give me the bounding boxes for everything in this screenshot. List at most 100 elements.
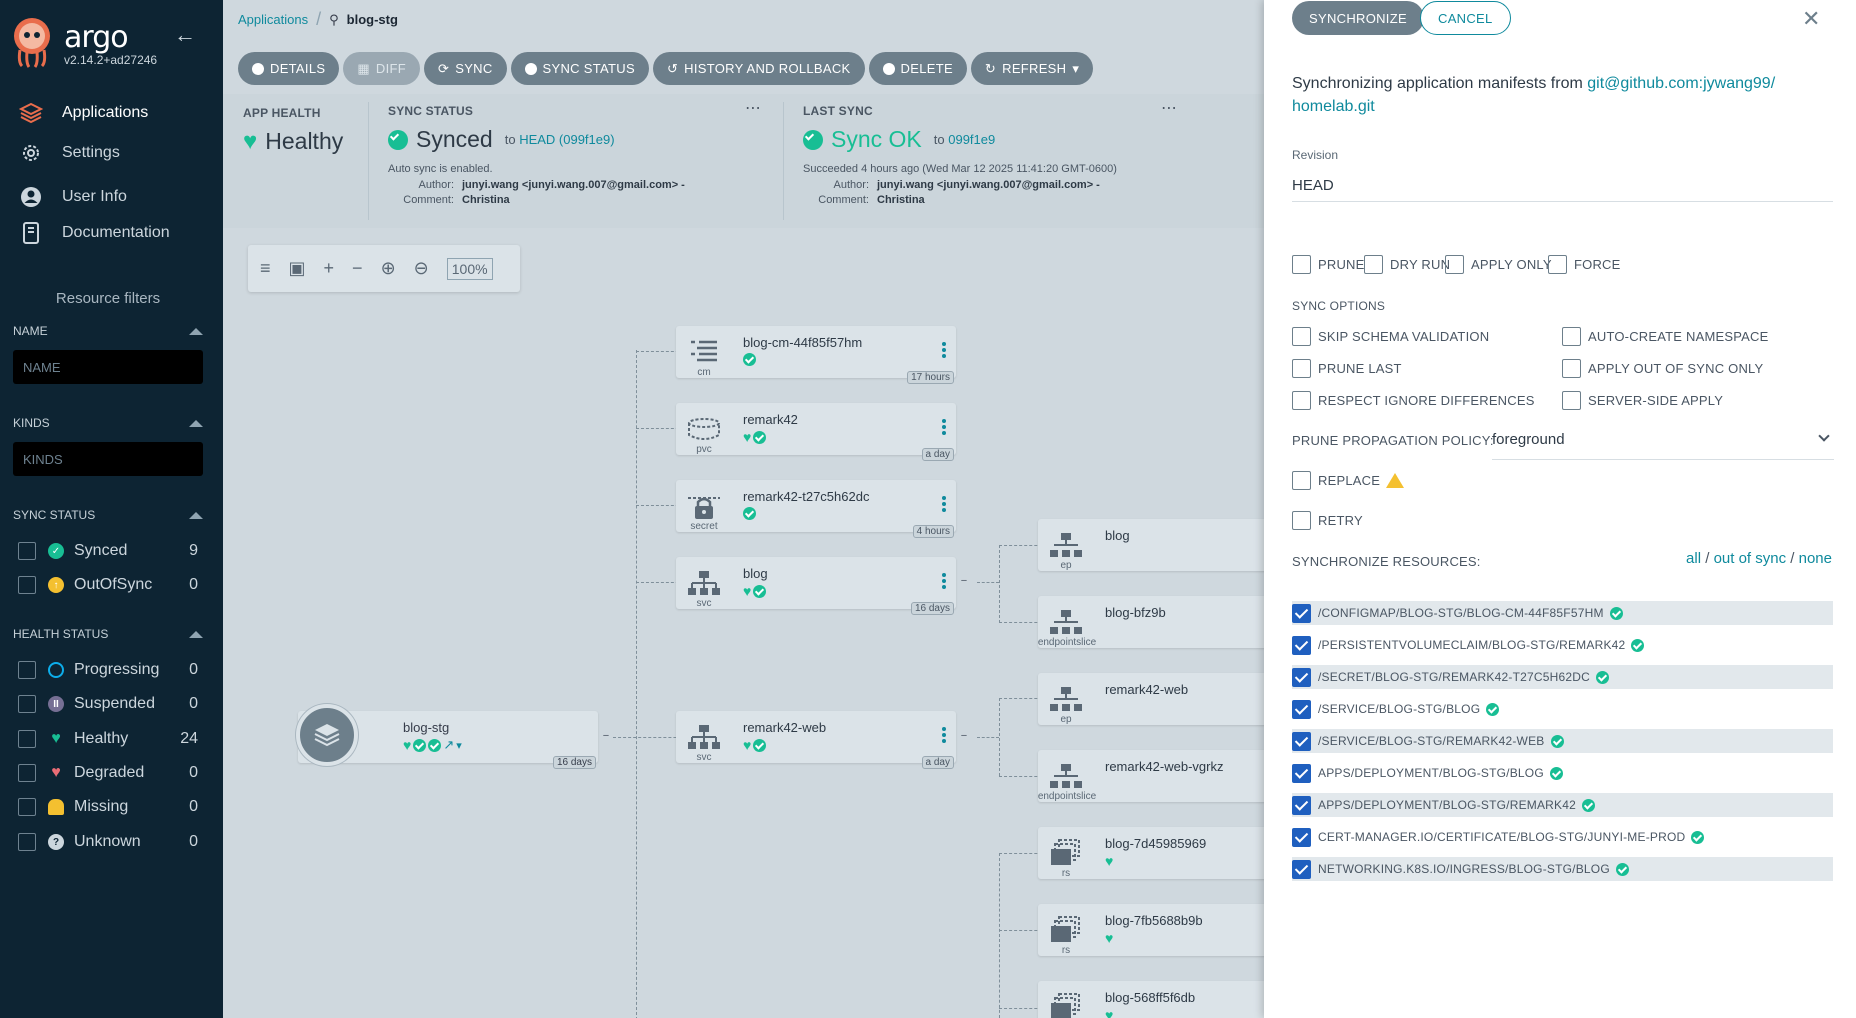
collapse-toggle-icon[interactable]: − xyxy=(960,730,968,742)
retry-checkbox[interactable]: RETRY xyxy=(1292,511,1363,530)
resource-node[interactable]: svc blog ♥ 16 days xyxy=(676,557,956,615)
checkbox-box[interactable] xyxy=(1445,255,1464,274)
checkbox-checked[interactable] xyxy=(1292,699,1311,719)
checkbox-box[interactable] xyxy=(1292,255,1311,274)
resource-row[interactable]: /SERVICE/BLOG-STG/REMARK42-WEB xyxy=(1292,729,1833,753)
checkbox-checked[interactable] xyxy=(1292,667,1311,687)
apply-only-checkbox[interactable]: APPLY ONLY xyxy=(1445,255,1552,274)
node-menu-icon[interactable] xyxy=(942,573,946,591)
resource-row[interactable]: /CONFIGMAP/BLOG-STG/BLOG-CM-44F85F57HM xyxy=(1292,601,1833,625)
resource-row[interactable]: NETWORKING.K8S.IO/INGRESS/BLOG-STG/BLOG xyxy=(1292,857,1833,881)
skip-schema-validation-checkbox[interactable]: SKIP SCHEMA VALIDATION xyxy=(1292,327,1489,346)
checkbox-checked[interactable] xyxy=(1292,635,1311,655)
resource-row[interactable]: /PERSISTENTVOLUMECLAIM/BLOG-STG/REMARK42 xyxy=(1292,633,1833,657)
collapse-sidebar-icon[interactable]: ← xyxy=(174,22,196,47)
collapse-triangle-icon[interactable] xyxy=(189,630,203,638)
filter-degraded[interactable]: ♥ Degraded 0 xyxy=(18,762,198,784)
filter-checkbox[interactable] xyxy=(18,764,36,782)
checkbox-checked[interactable] xyxy=(1292,859,1311,879)
nav-applications[interactable]: Applications xyxy=(18,98,148,128)
collapse-triangle-icon[interactable] xyxy=(189,327,203,335)
diff-button[interactable]: ▦ DIFF xyxy=(343,52,421,85)
node-menu-icon[interactable] xyxy=(942,419,946,437)
health-status-filter-header[interactable]: HEALTH STATUS xyxy=(13,627,203,641)
delete-button[interactable]: DELETE xyxy=(868,52,967,85)
caret-down-icon[interactable]: ▾ xyxy=(456,739,462,752)
external-link-icon[interactable]: ↗ xyxy=(443,737,455,752)
revision-link[interactable]: HEAD (099f1e9) xyxy=(519,132,615,147)
checkbox-box[interactable] xyxy=(1364,255,1383,274)
details-button[interactable]: DETAILS xyxy=(238,52,340,85)
checkbox-checked[interactable] xyxy=(1292,795,1311,815)
kinds-filter-input[interactable] xyxy=(13,442,203,476)
resource-node[interactable]: endpointslice blog-bfz9b xyxy=(1038,596,1264,648)
last-sync-more-icon[interactable]: ⋯ xyxy=(1161,100,1178,117)
node-menu-icon[interactable] xyxy=(942,496,946,514)
resource-node[interactable]: svc remark42-web ♥ a day xyxy=(676,711,956,769)
checkbox-checked[interactable] xyxy=(1292,763,1311,783)
node-menu-icon[interactable] xyxy=(942,727,946,745)
cancel-button[interactable]: CANCEL xyxy=(1420,1,1511,35)
magnify-minus-icon[interactable]: ⊖ xyxy=(413,258,429,278)
nav-user-info[interactable]: User Info xyxy=(18,182,127,212)
name-filter-input[interactable] xyxy=(13,350,203,384)
collapse-triangle-icon[interactable] xyxy=(189,419,203,427)
resource-row[interactable]: /SECRET/BLOG-STG/REMARK42-T27C5H62DC xyxy=(1292,665,1833,689)
argo-logo-icon[interactable] xyxy=(12,16,52,68)
checkbox-box[interactable] xyxy=(1292,327,1311,346)
node-menu-icon[interactable] xyxy=(942,342,946,360)
prune-last-checkbox[interactable]: PRUNE LAST xyxy=(1292,359,1402,378)
zoom-in-plus-icon[interactable]: + xyxy=(323,258,335,278)
resource-row[interactable]: APPS/DEPLOYMENT/BLOG-STG/BLOG xyxy=(1292,761,1833,785)
checkbox-box[interactable] xyxy=(1292,511,1311,530)
checkbox-box[interactable] xyxy=(1292,471,1311,490)
breadcrumb-applications[interactable]: Applications xyxy=(238,12,309,27)
sync-status-button[interactable]: SYNC STATUS xyxy=(510,52,649,85)
synchronize-button[interactable]: SYNCHRONIZE xyxy=(1292,1,1424,35)
filter-synced[interactable]: ✓ Synced 9 xyxy=(18,540,198,562)
nav-settings[interactable]: Settings xyxy=(18,138,120,168)
apply-out-of-sync-only-checkbox[interactable]: APPLY OUT OF SYNC ONLY xyxy=(1562,359,1763,378)
checkbox-checked[interactable] xyxy=(1292,827,1311,847)
resource-node[interactable]: rs blog-7d45985969 ♥ a d xyxy=(1038,827,1264,879)
resource-node[interactable]: ep remark42-web xyxy=(1038,673,1264,725)
resource-node[interactable]: secret remark42-t27c5h62dc 4 hours xyxy=(676,480,956,538)
respect-ignore-differences-checkbox[interactable]: RESPECT IGNORE DIFFERENCES xyxy=(1292,391,1535,410)
resource-row[interactable]: /SERVICE/BLOG-STG/BLOG xyxy=(1292,697,1833,721)
checkbox-box[interactable] xyxy=(1292,359,1311,378)
filter-checkbox[interactable] xyxy=(18,833,36,851)
align-left-icon[interactable]: ≡ xyxy=(260,258,271,278)
filter-checkbox[interactable] xyxy=(18,798,36,816)
server-side-apply-checkbox[interactable]: SERVER-SIDE APPLY xyxy=(1562,391,1723,410)
filter-missing[interactable]: Missing 0 xyxy=(18,796,198,818)
select-out-of-sync-link[interactable]: out of sync xyxy=(1713,550,1787,567)
dry-run-checkbox[interactable]: DRY RUN xyxy=(1364,255,1450,274)
resource-node[interactable]: cm blog-cm-44f85f57hm 17 hours xyxy=(676,326,956,384)
fit-screen-icon[interactable]: ▣ xyxy=(288,258,306,278)
kinds-filter-header[interactable]: KINDS xyxy=(13,416,203,430)
checkbox-box[interactable] xyxy=(1562,327,1581,346)
repo-url-link[interactable]: git@github.com:jywang99/ xyxy=(1587,75,1776,92)
revision-input[interactable] xyxy=(1292,170,1833,202)
replace-checkbox[interactable]: REPLACE xyxy=(1292,471,1405,490)
resource-row[interactable]: APPS/DEPLOYMENT/BLOG-STG/REMARK42 xyxy=(1292,793,1833,817)
revision-link[interactable]: 099f1e9 xyxy=(948,132,996,147)
filter-progressing[interactable]: Progressing 0 xyxy=(18,659,198,681)
sync-status-more-icon[interactable]: ⋯ xyxy=(745,100,762,117)
filter-checkbox[interactable] xyxy=(18,695,36,713)
filter-suspended[interactable]: II Suspended 0 xyxy=(18,693,198,715)
filter-unknown[interactable]: ? Unknown 0 xyxy=(18,831,198,853)
resource-node[interactable]: ep blog xyxy=(1038,519,1264,571)
collapse-toggle-icon[interactable]: − xyxy=(602,730,610,742)
last-sync-revision[interactable]: to 099f1e9 xyxy=(934,132,995,147)
filter-checkbox[interactable] xyxy=(18,542,36,560)
checkbox-checked[interactable] xyxy=(1292,603,1311,623)
sync-status-filter-header[interactable]: SYNC STATUS xyxy=(13,508,203,522)
repo-url-link-continued[interactable]: homelab.git xyxy=(1292,98,1375,115)
name-filter-header[interactable]: NAME xyxy=(13,324,203,338)
checkbox-box[interactable] xyxy=(1292,391,1311,410)
resource-node[interactable]: rs blog-568ff5f6db ♥ xyxy=(1038,981,1264,1018)
sync-button[interactable]: ⟳ SYNC xyxy=(424,52,507,85)
refresh-button[interactable]: ↻ REFRESH ▾ xyxy=(970,52,1094,85)
zoom-out-minus-icon[interactable]: − xyxy=(352,258,363,278)
